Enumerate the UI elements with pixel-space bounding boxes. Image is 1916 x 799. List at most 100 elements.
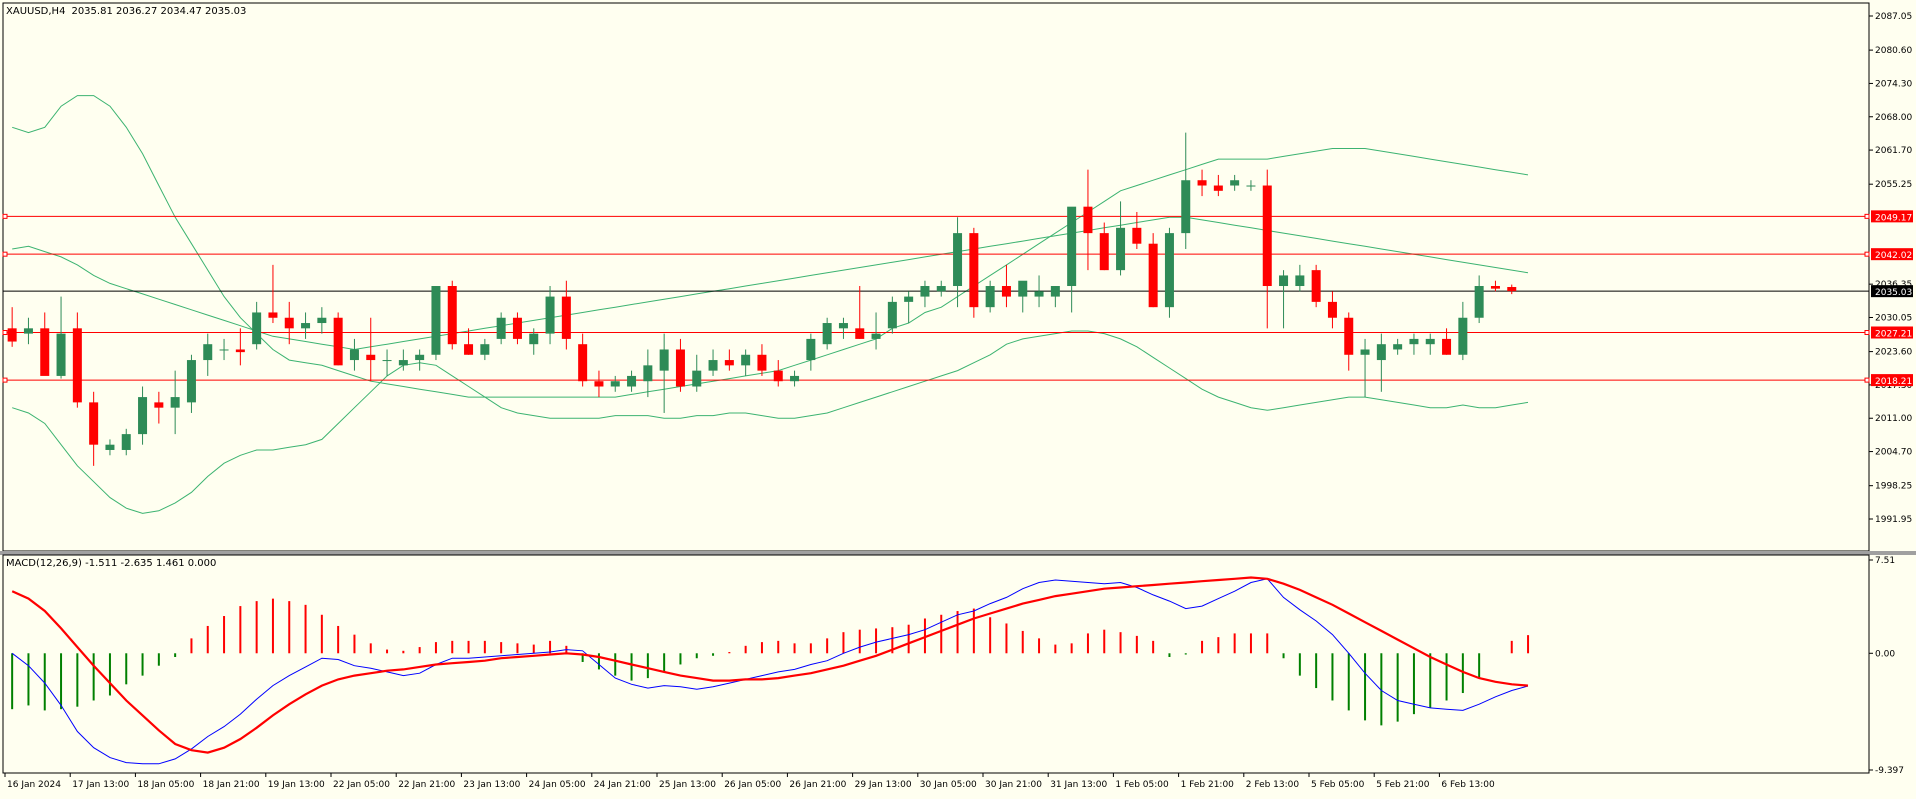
candle-body bbox=[219, 349, 229, 351]
candle bbox=[333, 312, 343, 366]
panel-separator[interactable] bbox=[0, 551, 1916, 555]
candle-body bbox=[1458, 317, 1468, 355]
candle bbox=[235, 328, 245, 366]
candle bbox=[89, 391, 99, 466]
candle-body bbox=[627, 375, 637, 387]
candle-body bbox=[1327, 301, 1337, 318]
time-tick-label: 2 Feb 13:00 bbox=[1246, 780, 1300, 790]
price-tick-label: 2004.70 bbox=[1875, 448, 1912, 458]
candle-body bbox=[904, 296, 914, 302]
candle bbox=[219, 338, 229, 361]
candle-body bbox=[643, 365, 653, 382]
candle-body bbox=[382, 360, 392, 362]
horizontal-levels[interactable] bbox=[2, 213, 1870, 383]
candle-body bbox=[773, 370, 783, 382]
candle bbox=[920, 280, 930, 308]
level-anchor-left[interactable] bbox=[2, 330, 8, 336]
symbol-info: XAUUSD,H4 2035.81 2036.27 2034.47 2035.03 bbox=[6, 6, 246, 17]
candle bbox=[545, 286, 555, 345]
candle bbox=[1050, 286, 1060, 308]
current-price-tag-bg bbox=[1871, 285, 1913, 298]
candle-body bbox=[1279, 275, 1289, 287]
candle bbox=[512, 312, 522, 345]
candle-body bbox=[920, 286, 930, 297]
macd-axis: 7.51 0.00 -9.397 bbox=[1869, 556, 1904, 776]
candle bbox=[953, 217, 963, 308]
candle-body bbox=[431, 286, 441, 355]
candle-body bbox=[529, 333, 539, 345]
candle bbox=[1099, 222, 1109, 271]
candle-body bbox=[1295, 275, 1305, 287]
time-tick-label: 22 Jan 21:00 bbox=[398, 780, 455, 790]
candle-body bbox=[1116, 227, 1126, 271]
candle-body bbox=[985, 286, 995, 308]
candle bbox=[936, 280, 946, 297]
candle bbox=[464, 328, 474, 355]
candle-body bbox=[1001, 286, 1011, 297]
time-axis: 16 Jan 2024 17 Jan 13:00 18 Jan 05:00 18 Ja… bbox=[4, 773, 1495, 790]
candle-body bbox=[708, 360, 718, 371]
candle-body bbox=[1230, 180, 1240, 186]
candle bbox=[121, 428, 131, 456]
price-tick-label: 2087.05 bbox=[1875, 12, 1912, 22]
candle bbox=[366, 317, 376, 382]
candle bbox=[7, 307, 17, 347]
candle bbox=[1213, 174, 1223, 197]
level-price-tag: 2027.21 bbox=[1875, 330, 1912, 340]
candle bbox=[871, 312, 881, 350]
candle-body bbox=[1376, 344, 1386, 361]
candle bbox=[496, 312, 506, 345]
candle bbox=[1001, 264, 1011, 308]
candle bbox=[741, 349, 751, 376]
level-anchor-right[interactable] bbox=[1864, 330, 1870, 336]
level-price-tag: 2049.17 bbox=[1875, 213, 1912, 223]
level-anchor-left[interactable] bbox=[2, 213, 8, 219]
candle-body bbox=[610, 381, 620, 387]
candle bbox=[594, 370, 604, 398]
time-tick-label: 22 Jan 05:00 bbox=[333, 780, 390, 790]
level-anchor-right[interactable] bbox=[1864, 377, 1870, 383]
candle bbox=[398, 349, 408, 371]
time-tick-label: 5 Feb 05:00 bbox=[1311, 780, 1365, 790]
candle-body bbox=[480, 344, 490, 355]
time-tick-label: 25 Jan 13:00 bbox=[659, 780, 716, 790]
bollinger-upper bbox=[12, 95, 1529, 398]
candle bbox=[1246, 180, 1256, 191]
candle bbox=[838, 317, 848, 339]
candle bbox=[1490, 280, 1500, 292]
candle bbox=[1018, 280, 1028, 313]
candle-body bbox=[1409, 338, 1419, 345]
candle bbox=[170, 370, 180, 435]
time-tick-label: 17 Jan 13:00 bbox=[72, 780, 129, 790]
level-anchor-left[interactable] bbox=[2, 251, 8, 257]
level-anchor-right[interactable] bbox=[1864, 251, 1870, 257]
price-tick-label: 2023.60 bbox=[1875, 348, 1912, 358]
candle-body bbox=[89, 402, 99, 445]
candle-body bbox=[545, 296, 555, 334]
time-tick-label: 5 Feb 21:00 bbox=[1376, 780, 1430, 790]
candle-body bbox=[7, 328, 17, 342]
candle bbox=[1344, 312, 1354, 371]
candle-body bbox=[398, 360, 408, 366]
candle bbox=[480, 338, 490, 361]
candle bbox=[252, 301, 262, 350]
candle bbox=[724, 349, 734, 371]
candle-body bbox=[871, 333, 881, 339]
candle bbox=[1474, 275, 1484, 324]
candle-body bbox=[1507, 287, 1517, 292]
candle bbox=[1083, 169, 1093, 271]
level-anchor-left[interactable] bbox=[2, 377, 8, 383]
candle-body bbox=[1262, 185, 1272, 287]
level-price-tag-bg bbox=[1871, 210, 1913, 223]
time-tick-label: 29 Jan 13:00 bbox=[855, 780, 912, 790]
price-tick-label: 2080.60 bbox=[1875, 46, 1912, 56]
candle-body bbox=[72, 328, 82, 403]
candle bbox=[822, 317, 832, 350]
level-price-tag: 2042.02 bbox=[1875, 251, 1912, 261]
candle bbox=[138, 386, 148, 445]
candle-body bbox=[692, 370, 702, 387]
price-tick-label: 1991.95 bbox=[1875, 515, 1912, 525]
level-anchor-right[interactable] bbox=[1864, 213, 1870, 219]
